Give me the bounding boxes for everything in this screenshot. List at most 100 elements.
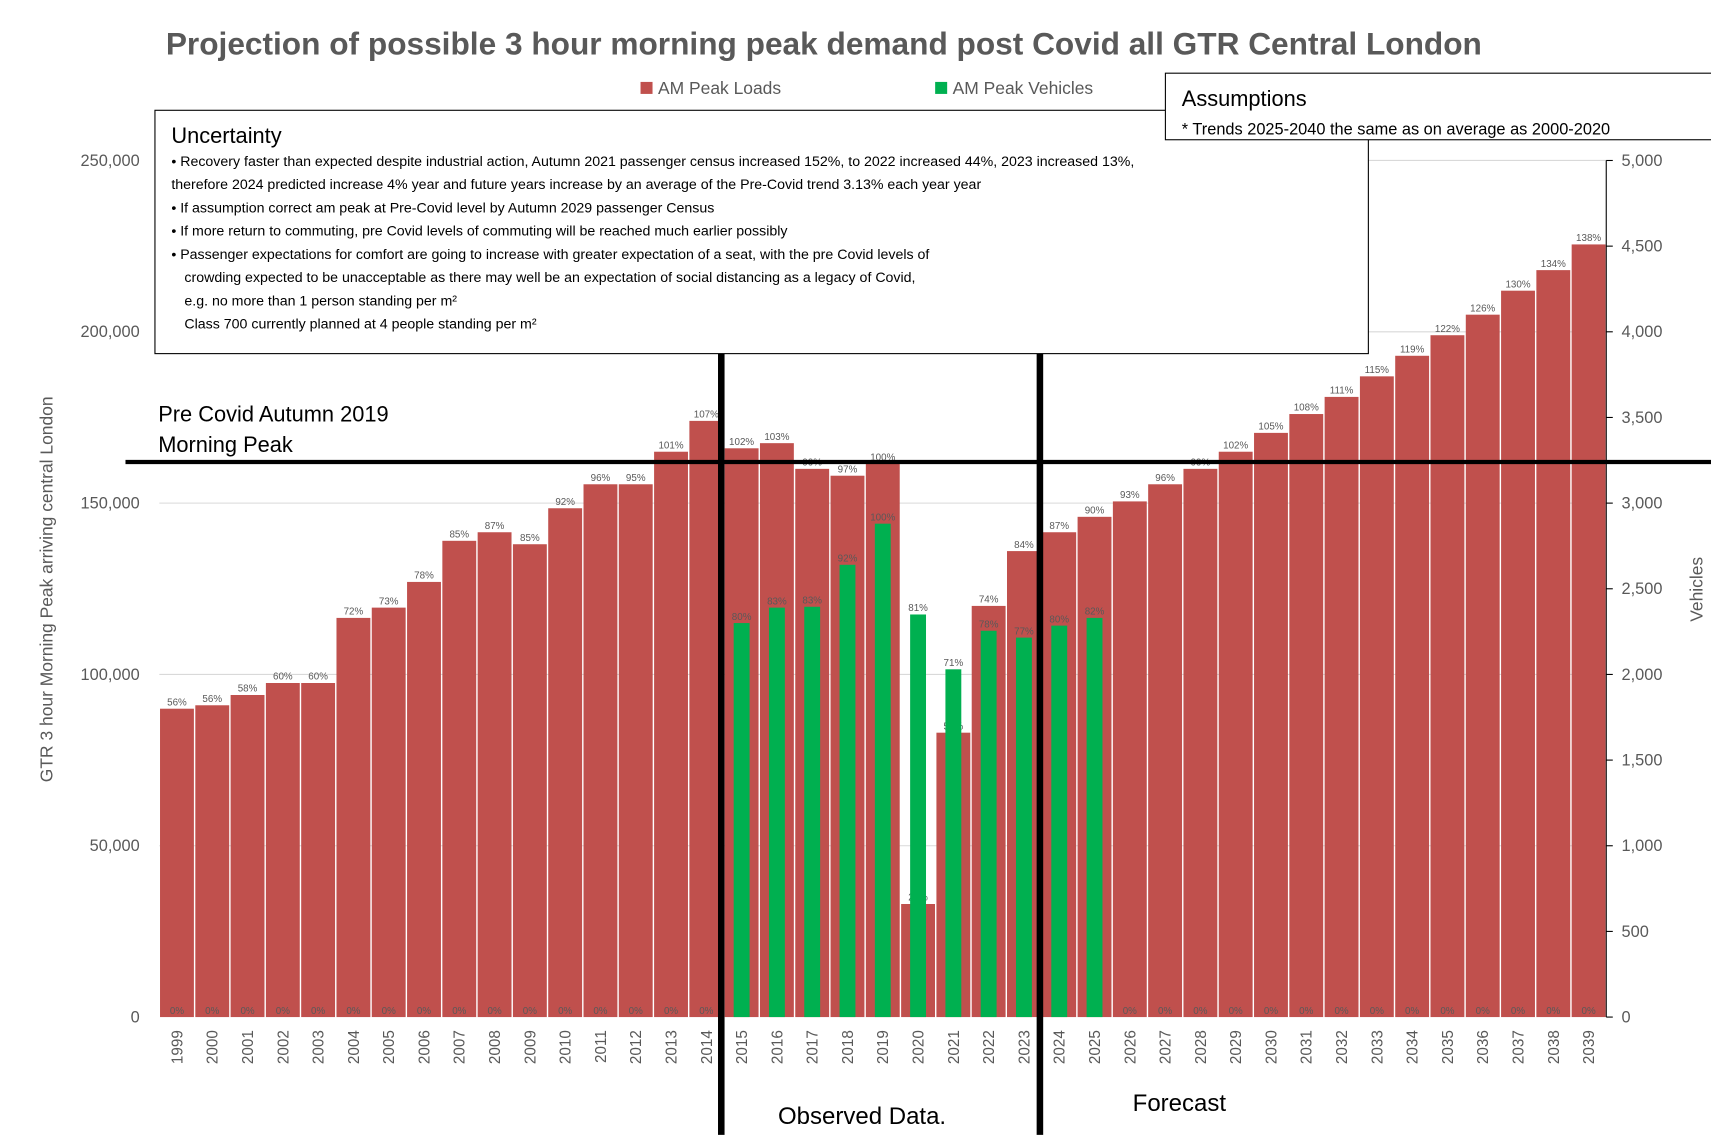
bar [301,683,336,1018]
x-tick-label: 2030 [1263,1030,1280,1064]
data-label: 0% [276,1006,290,1017]
bar [477,532,512,1018]
data-label: 60% [273,672,293,683]
x-tick-label: 2034 [1405,1030,1422,1064]
bar [265,683,300,1018]
x-tick-label: 2019 [875,1030,892,1064]
x-tick-label: 2001 [240,1030,257,1064]
bar [1183,468,1218,1018]
data-label: 60% [308,672,328,683]
x-tick-label: 2015 [734,1030,751,1064]
data-label: 0% [1405,1006,1419,1017]
bar [1289,414,1324,1018]
bar [804,606,821,1018]
data-label: 87% [1049,521,1069,532]
bar [1501,290,1535,1018]
data-label: 71% [944,658,964,669]
bar [1254,432,1288,1018]
y2-tick-label: 3,000 [1622,495,1663,513]
data-label: 0% [205,1006,219,1017]
x-tick-label: 2031 [1299,1030,1316,1064]
uncertainty-line: • Recovery faster than expected despite … [171,154,1134,170]
data-label: 0% [558,1006,572,1017]
bar [654,451,688,1018]
legend-label: AM Peak Vehicles [953,78,1094,98]
data-label: 0% [699,1006,713,1017]
bar [839,564,856,1018]
x-tick-label: 2029 [1228,1030,1245,1064]
bar [618,484,653,1018]
data-label: 0% [1334,1006,1348,1017]
data-label: 85% [520,533,540,544]
data-label: 0% [1440,1006,1454,1017]
y2-tick-label: 1,000 [1622,837,1663,855]
data-label: 0% [1193,1006,1207,1017]
data-label: 72% [344,607,364,618]
bar [733,623,750,1018]
x-tick-label: 2033 [1369,1030,1386,1064]
x-tick-label: 2035 [1440,1030,1457,1064]
bar [371,607,406,1018]
plot-area: 0 50,000 100,000 150,000 200,000 250,000 0 500 1… [81,78,1711,1064]
bar [1051,625,1068,1018]
data-label: 84% [1014,540,1034,551]
x-tick-label: 2006 [416,1030,433,1064]
data-label: 115% [1365,365,1390,376]
assumptions-line: * Trends 2025-2040 the same as on averag… [1182,120,1610,138]
x-tick-label: 2007 [452,1030,469,1064]
data-label: 0% [452,1006,466,1017]
uncertainty-line: • Passenger expectations for comfort are… [171,247,929,263]
data-label: 58% [238,684,258,695]
data-label: 78% [414,571,434,582]
bar [1536,270,1571,1018]
x-tick-label: 2000 [205,1030,222,1064]
x-tick-label: 2012 [628,1030,645,1064]
legend-label: AM Peak Loads [658,78,781,98]
data-label: 100% [870,512,895,523]
data-label: 0% [1546,1006,1560,1017]
bar [1324,396,1359,1018]
data-label: 77% [1014,626,1034,637]
assumptions-frame [1164,72,1711,141]
x-tick-label: 2018 [840,1030,857,1064]
x-tick-label: 2016 [769,1030,786,1064]
bar [442,540,477,1018]
data-label: 0% [382,1006,396,1017]
data-label: 78% [979,619,999,630]
data-label: 0% [1264,1006,1278,1017]
data-label: 0% [1476,1006,1490,1017]
bar [945,669,962,1018]
data-label: 0% [487,1006,501,1017]
y-tick-label: 200,000 [81,323,140,341]
x-tick-label: 2004 [346,1030,363,1064]
bar [336,617,371,1018]
bar [689,420,724,1018]
x-tick-label: 2013 [663,1030,680,1064]
uncertainty-frame [154,109,1369,355]
data-label: 87% [485,521,505,532]
data-label: 0% [1582,1006,1596,1017]
data-label: 96% [591,473,611,484]
bar [583,484,618,1018]
x-tick-label: 2036 [1475,1030,1492,1064]
uncertainty-line: • If assumption correct am peak at Pre-C… [171,200,714,216]
bar [1395,355,1430,1018]
x-tick-label: 2025 [1087,1030,1104,1064]
data-label: 0% [1123,1006,1137,1017]
uncertainty-line: therefore 2024 predicted increase 4% yea… [171,177,981,193]
uncertainty-line: crowding expected to be unacceptable as … [184,270,915,286]
data-label: 108% [1294,403,1319,414]
data-label: 0% [1158,1006,1172,1017]
data-label: 56% [167,697,187,708]
data-label: 0% [1229,1006,1243,1017]
y2-tick-label: 500 [1622,923,1649,941]
data-label: 0% [523,1006,537,1017]
data-label: 96% [1155,473,1175,484]
data-label: 95% [626,473,646,484]
bar [230,694,265,1018]
y2-tick-label: 2,000 [1622,666,1663,684]
y2-tick-label: 1,500 [1622,752,1663,770]
x-tick-label: 2010 [558,1030,575,1064]
